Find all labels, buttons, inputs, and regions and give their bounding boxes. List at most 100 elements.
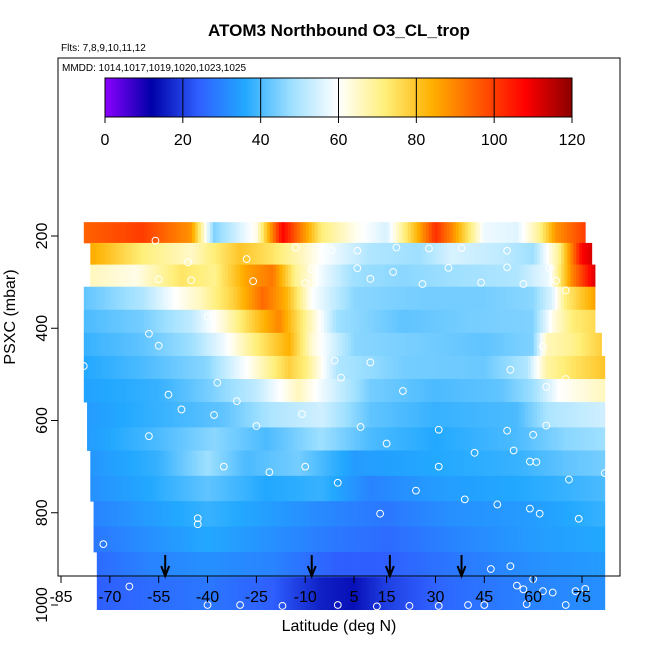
observation-point <box>512 581 521 590</box>
observation-point <box>291 243 300 252</box>
heat-band <box>87 402 606 428</box>
observation-point <box>506 365 515 374</box>
observation-point <box>301 279 310 287</box>
heat-band <box>93 501 606 527</box>
flights-label: Flts: 7,8,9,10,11,12 <box>61 43 146 54</box>
observation-point <box>145 329 153 338</box>
heat-band <box>83 355 606 380</box>
heat-band <box>90 242 593 265</box>
observation-point <box>418 280 427 288</box>
observation-point <box>145 432 153 441</box>
observation-point <box>399 387 407 395</box>
observation-point <box>193 514 202 523</box>
observation-point <box>278 602 287 610</box>
observation-point <box>392 243 401 252</box>
observation-point <box>187 276 196 285</box>
plot-frame <box>57 57 621 577</box>
observation-point <box>535 509 544 518</box>
y-tick-label: 400 <box>34 315 51 342</box>
observation-point <box>219 462 228 471</box>
x-tick-label: -85 <box>49 589 72 606</box>
y-axis-label: PSXC (mbar) <box>2 269 19 364</box>
observation-point <box>565 475 573 484</box>
observation-point <box>151 236 160 245</box>
observation-point <box>366 358 375 367</box>
x-tick-label: 45 <box>475 589 493 606</box>
observation-point <box>203 601 212 609</box>
observation-point <box>164 390 173 399</box>
observation-point <box>434 425 443 434</box>
observation-point <box>581 584 590 593</box>
observation-point <box>506 562 515 571</box>
y-tick-label: 800 <box>34 499 51 526</box>
observation-point <box>242 255 251 263</box>
observation-point <box>301 462 310 471</box>
x-tick-label: -10 <box>294 589 317 606</box>
observation-point <box>177 405 186 414</box>
x-tick-label: 30 <box>427 589 445 606</box>
observation-point <box>522 600 531 608</box>
x-tick-label: 75 <box>573 589 591 606</box>
observation-point <box>99 540 108 549</box>
observation-point <box>477 278 485 287</box>
heat-band <box>90 475 606 502</box>
colorbar-tick-label: 0 <box>101 132 110 149</box>
observation-point <box>425 244 433 253</box>
colorbar-tick-label: 60 <box>330 132 348 149</box>
heat-band <box>83 378 606 403</box>
observation-point <box>307 265 316 274</box>
observation-point <box>548 588 557 597</box>
observation-point <box>412 486 420 495</box>
observation-point <box>249 277 258 286</box>
observation-point <box>372 602 381 611</box>
observation-point <box>574 514 583 523</box>
y-tick-label: 200 <box>34 223 51 250</box>
observation-point <box>486 565 495 573</box>
heat-band <box>90 450 606 477</box>
observation-point <box>561 601 570 609</box>
observation-point <box>382 439 391 448</box>
observation-point <box>600 469 609 477</box>
observation-point <box>265 468 274 477</box>
colorbar-tick-label: 120 <box>559 132 586 149</box>
colorbar-tick-label: 100 <box>481 132 508 149</box>
y-tick-label: 600 <box>34 407 51 434</box>
observation-point <box>571 587 580 596</box>
observation-point <box>529 430 538 439</box>
observation-point <box>79 362 88 370</box>
observation-point <box>503 263 512 272</box>
observation-point <box>353 264 362 273</box>
observation-point <box>509 446 518 455</box>
y-tick-label: 1000 <box>34 587 51 623</box>
observation-point <box>539 587 547 596</box>
heat-band <box>87 427 606 451</box>
observation-point <box>154 275 163 284</box>
observation-point <box>366 274 375 283</box>
observation-point <box>232 397 241 406</box>
observation-point <box>493 500 502 509</box>
observation-point <box>480 601 489 609</box>
observation-point <box>470 448 479 457</box>
observation-point <box>519 585 528 594</box>
observation-point <box>503 426 512 435</box>
observation-point <box>298 410 306 418</box>
observation-point <box>203 312 212 321</box>
observation-point <box>125 582 134 591</box>
observation-point <box>464 601 472 609</box>
colorbar-tick-label: 80 <box>407 132 425 149</box>
colorbar-tick-label: 40 <box>252 132 270 149</box>
observation-point <box>327 245 336 254</box>
observation-point <box>539 342 547 351</box>
observation-point <box>252 422 261 430</box>
observation-point <box>154 341 163 350</box>
chart-title: ATOM3 Northbound O3_CL_trop <box>208 21 470 40</box>
observation-point <box>503 246 512 255</box>
x-tick-label: 5 <box>350 589 359 606</box>
observation-point <box>460 495 469 504</box>
observation-point <box>333 478 342 487</box>
dates-label: MMDD: 1014,1017,1019,1020,1023,1025 <box>62 63 246 74</box>
observation-point <box>210 411 218 419</box>
observation-point <box>353 246 362 255</box>
heat-band <box>96 551 606 578</box>
